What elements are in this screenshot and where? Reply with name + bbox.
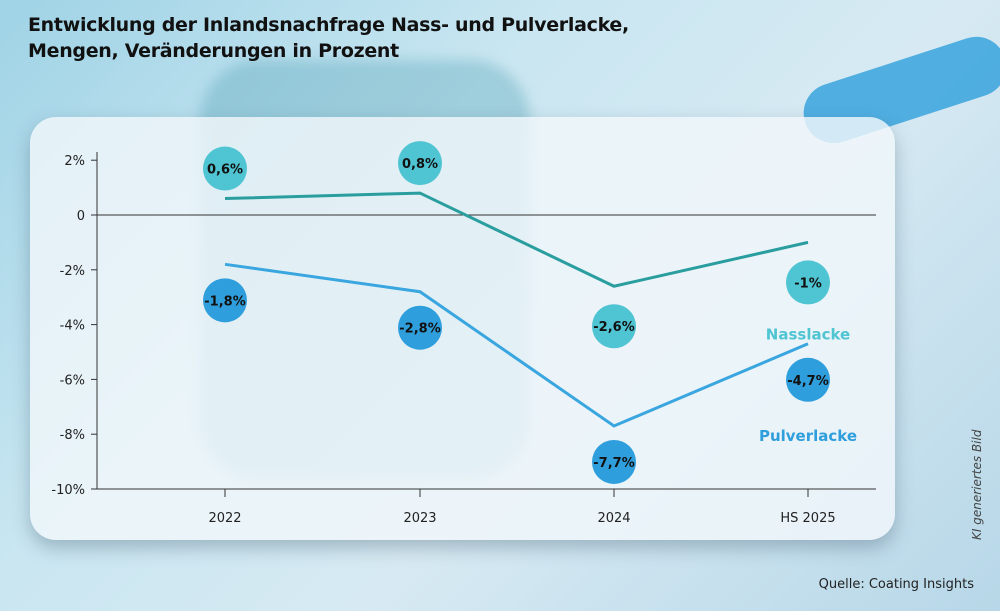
y-tick-label: 2% bbox=[64, 154, 85, 169]
data-bubble bbox=[592, 304, 636, 349]
series-line-pulverlacke bbox=[224, 262, 809, 428]
data-label: -1% bbox=[794, 276, 821, 291]
data-bubble bbox=[592, 439, 636, 484]
data-label: 0,6% bbox=[207, 163, 243, 178]
data-label: -2,8% bbox=[399, 322, 440, 337]
data-bubble bbox=[203, 146, 247, 191]
chart-title: Entwicklung der Inlandsnachfrage Nass- u… bbox=[28, 12, 629, 64]
data-label: -4,7% bbox=[787, 374, 828, 389]
x-tick-label: 2024 bbox=[597, 511, 630, 526]
data-bubble bbox=[786, 357, 830, 402]
data-bubble bbox=[786, 260, 830, 305]
y-tick-label: 0 bbox=[77, 209, 85, 224]
x-tick-label: 2022 bbox=[208, 511, 241, 526]
data-bubble bbox=[203, 278, 247, 323]
y-tick-label: -2% bbox=[60, 264, 85, 279]
series-label-nasslacke: Nasslacke bbox=[766, 325, 850, 343]
data-label: -1,8% bbox=[204, 294, 245, 309]
y-tick-label: -10% bbox=[51, 483, 85, 498]
data-label: -2,6% bbox=[593, 320, 634, 335]
data-label: -7,7% bbox=[593, 456, 634, 471]
series-label-pulverlacke: Pulverlacke bbox=[759, 427, 857, 445]
source-note: Quelle: Coating Insights bbox=[818, 577, 974, 592]
data-bubble bbox=[398, 141, 442, 186]
y-tick-label: -4% bbox=[60, 319, 85, 334]
series-line-nasslacke bbox=[224, 191, 809, 288]
x-tick-label: 2023 bbox=[403, 511, 436, 526]
title-line-1: Entwicklung der Inlandsnachfrage Nass- u… bbox=[28, 14, 629, 36]
ai-image-note: KI generiertes Bild bbox=[970, 429, 984, 540]
y-tick-label: -8% bbox=[60, 428, 85, 443]
chart-card bbox=[30, 117, 895, 540]
data-label: 0,8% bbox=[402, 157, 438, 172]
x-tick-label: HS 2025 bbox=[780, 511, 835, 526]
title-line-2: Mengen, Veränderungen in Prozent bbox=[28, 40, 399, 62]
y-tick-label: -6% bbox=[60, 373, 85, 388]
data-bubble bbox=[398, 305, 442, 350]
